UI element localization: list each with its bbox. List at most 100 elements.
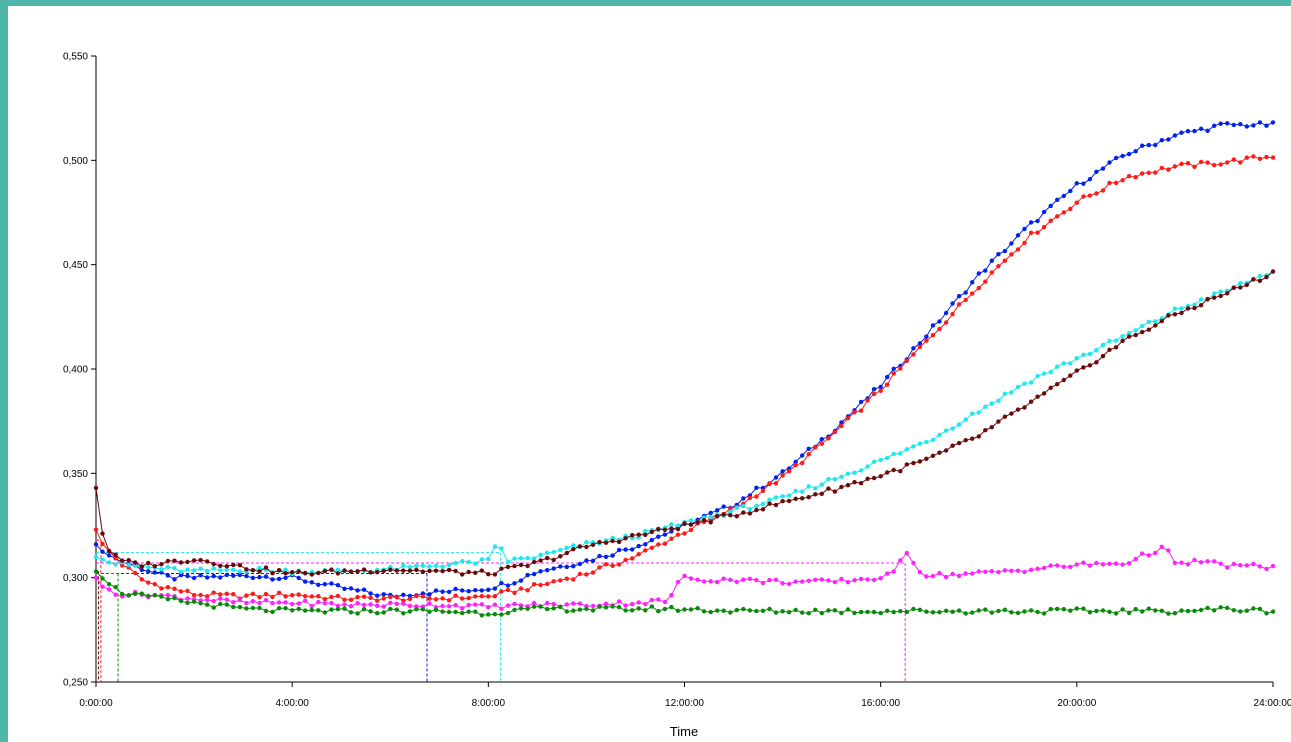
data-point: [349, 570, 353, 574]
data-point: [1062, 361, 1066, 365]
data-point: [826, 608, 830, 612]
data-point: [735, 506, 739, 510]
data-point: [931, 610, 935, 614]
data-point: [205, 575, 209, 579]
data-point: [1192, 558, 1196, 562]
data-point: [460, 588, 464, 592]
data-point: [218, 592, 222, 596]
data-point: [225, 592, 229, 596]
data-point: [1225, 565, 1229, 569]
data-point: [1179, 608, 1183, 612]
data-point: [604, 562, 608, 566]
data-point: [1088, 177, 1092, 181]
data-point: [368, 609, 372, 613]
data-point: [421, 594, 425, 598]
data-point: [486, 557, 490, 561]
data-point: [1068, 361, 1072, 365]
data-point: [552, 558, 556, 562]
data-point: [447, 598, 451, 602]
data-point: [460, 572, 464, 576]
data-point: [100, 531, 104, 535]
data-point: [859, 610, 863, 614]
data-point: [617, 548, 621, 552]
data-point: [297, 607, 301, 611]
data-point: [349, 604, 353, 608]
data-point: [1003, 415, 1007, 419]
data-point: [1199, 297, 1203, 301]
data-point: [1094, 191, 1098, 195]
data-point: [637, 600, 641, 604]
x-tick-label: 16:00:00: [861, 698, 900, 709]
data-point: [1134, 607, 1138, 611]
data-point: [1055, 214, 1059, 218]
data-point: [1147, 320, 1151, 324]
data-point: [754, 609, 758, 613]
data-point: [290, 602, 294, 606]
data-point: [1140, 324, 1144, 328]
data-point: [440, 596, 444, 600]
data-point: [931, 323, 935, 327]
data-point: [355, 569, 359, 573]
data-point: [637, 533, 641, 537]
data-point: [565, 551, 569, 555]
data-point: [1264, 155, 1268, 159]
data-point: [355, 588, 359, 592]
data-point: [1232, 286, 1236, 290]
data-point: [663, 528, 667, 532]
data-point: [362, 588, 366, 592]
data-point: [885, 609, 889, 613]
data-point: [277, 600, 281, 604]
data-point: [1166, 167, 1170, 171]
data-point: [630, 556, 634, 560]
data-point: [290, 608, 294, 612]
data-point: [238, 605, 242, 609]
data-point: [368, 602, 372, 606]
data-point: [1140, 609, 1144, 613]
data-point: [846, 483, 850, 487]
data-point: [1114, 345, 1118, 349]
data-point: [722, 577, 726, 581]
series-group: [94, 120, 1275, 617]
data-point: [879, 576, 883, 580]
data-point: [722, 504, 726, 508]
data-point: [127, 563, 131, 567]
data-point: [316, 571, 320, 575]
data-point: [218, 597, 222, 601]
data-point: [1153, 551, 1157, 555]
data-point: [244, 574, 248, 578]
data-point: [800, 461, 804, 465]
data-point: [512, 581, 516, 585]
data-point: [754, 504, 758, 508]
data-point: [94, 486, 98, 490]
data-point: [898, 558, 902, 562]
data-point: [290, 570, 294, 574]
data-point: [1035, 395, 1039, 399]
data-point: [983, 570, 987, 574]
data-point: [741, 504, 745, 508]
data-point: [1055, 563, 1059, 567]
data-point: [1055, 607, 1059, 611]
data-point: [447, 604, 451, 608]
data-point: [1049, 370, 1053, 374]
data-point: [839, 485, 843, 489]
data-point: [761, 502, 765, 506]
data-point: [846, 416, 850, 420]
data-point: [1016, 611, 1020, 615]
data-point: [578, 572, 582, 576]
data-point: [859, 409, 863, 413]
data-point: [159, 562, 163, 566]
data-point: [342, 587, 346, 591]
data-point: [604, 541, 608, 545]
data-point: [748, 577, 752, 581]
data-point: [885, 375, 889, 379]
data-point: [192, 568, 196, 572]
data-point: [1134, 149, 1138, 153]
data-point: [1245, 156, 1249, 160]
data-point: [794, 463, 798, 467]
data-point: [650, 538, 654, 542]
data-point: [277, 568, 281, 572]
data-point: [1147, 328, 1151, 332]
data-point: [623, 536, 627, 540]
data-point: [1062, 378, 1066, 382]
data-point: [676, 580, 680, 584]
